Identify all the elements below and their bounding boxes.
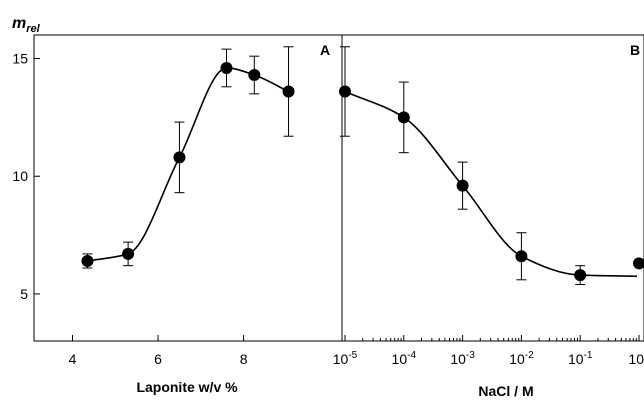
panel-b-data-point: [456, 179, 469, 192]
panel-a-x-axis-title: Laponite w/v %: [136, 379, 238, 395]
panel-b-fit-curve: [344, 90, 638, 278]
panel-a-data-point: [122, 247, 135, 260]
panel-b-data-point: [515, 250, 528, 263]
panel-a-data-point: [220, 61, 233, 74]
panel-a-y-tick-label: 15: [12, 51, 28, 67]
panel-a-frame: [33, 34, 343, 342]
panel-b-x-tick-label: 10-2: [509, 350, 534, 367]
panel-a-letter: A: [320, 42, 330, 58]
panel-a-y-tick-label: 5: [20, 286, 28, 302]
panel-b-x-tick-label: 10-5: [333, 350, 358, 367]
panel-b-x-axis-title: NaCl / M: [478, 383, 533, 399]
panel-b-data-point: [633, 257, 644, 270]
panel-a-data-point: [282, 85, 295, 98]
panel-b: 10-5 10-4 10-3 10-2 10-1 100: [333, 46, 644, 367]
panel-b-x-tick-label: 10-1: [568, 350, 593, 367]
panel-b-data-point: [574, 269, 587, 282]
panel-b-x-tick-label: 10-4: [392, 350, 417, 367]
panel-b-data-point: [397, 111, 410, 124]
panel-b-x-tick-label: 10-3: [450, 350, 475, 367]
panel-a-data-point: [248, 69, 261, 82]
panel-a-x-tick-label: 6: [154, 351, 162, 367]
panel-a-fit-curve: [87, 67, 289, 262]
panel-a-data-point: [81, 254, 94, 267]
y-axis-label-main: m: [12, 15, 26, 32]
y-axis-label: mrel: [12, 15, 41, 35]
panel-a-x-tick-label: 8: [240, 351, 248, 367]
panel-a-x-tick-label: 4: [69, 351, 77, 367]
panel-a: 5 10 15 4 6 8: [12, 46, 295, 367]
y-axis-label-sub: rel: [26, 23, 40, 35]
panel-a-y-tick-label: 10: [12, 168, 28, 184]
panel-b-frame: [341, 34, 644, 342]
panel-b-x-tick-label: 100: [628, 350, 644, 367]
panel-a-data-point: [173, 151, 186, 164]
panel-b-letter: B: [630, 42, 640, 58]
panel-b-data-point: [339, 85, 351, 98]
